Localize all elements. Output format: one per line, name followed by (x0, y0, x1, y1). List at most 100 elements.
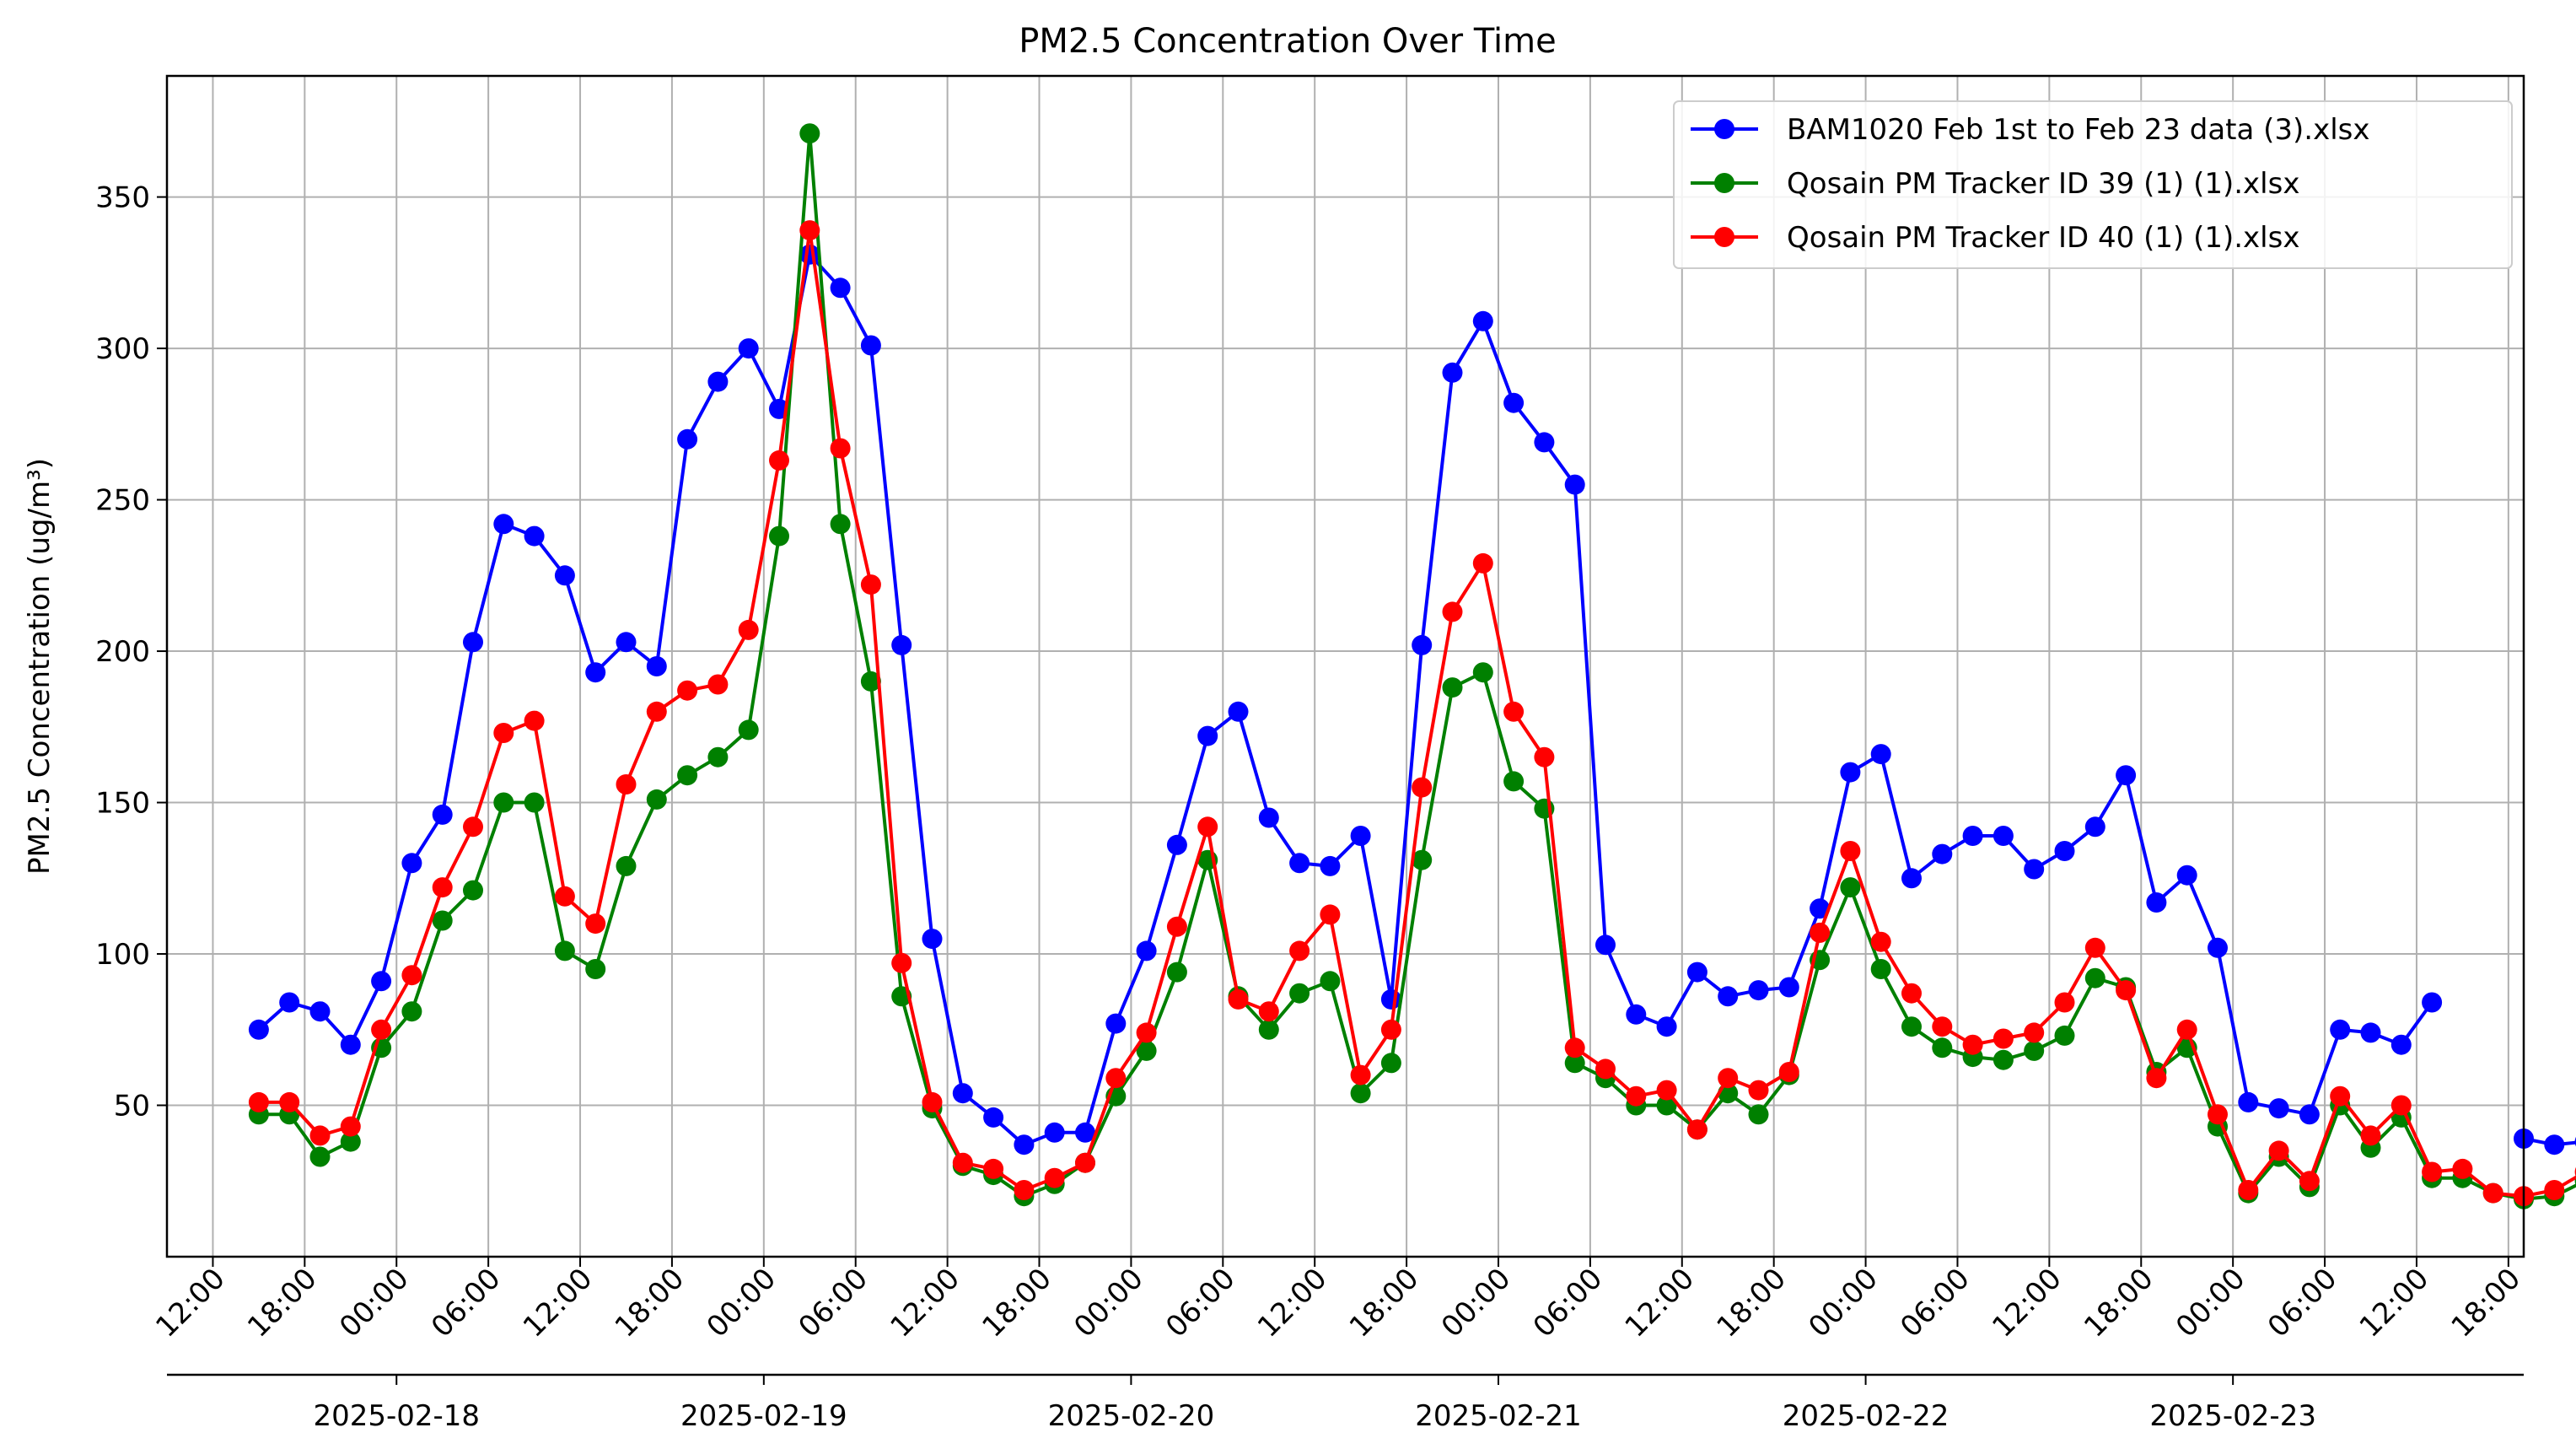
data-point (1380, 1053, 1401, 1074)
data-point (1075, 1152, 1095, 1173)
data-point (1228, 988, 1249, 1010)
data-point (1656, 1095, 1677, 1116)
data-point (1748, 980, 1769, 1001)
data-point (279, 1091, 300, 1112)
y-axis-label: PM2.5 Concentration (ug/m³) (23, 458, 56, 875)
data-point (524, 710, 545, 731)
data-point (1686, 962, 1707, 983)
data-point (2176, 1019, 2197, 1040)
data-point (1748, 1104, 1769, 1125)
data-point (799, 123, 820, 144)
data-point (1472, 552, 1493, 574)
data-point (2146, 1068, 2167, 1089)
data-point (1197, 725, 1218, 746)
x-tick-label: 18:00 (609, 1262, 691, 1344)
data-point (524, 792, 545, 813)
data-point (2330, 1019, 2351, 1040)
data-point (738, 619, 759, 640)
x-tick-label: 12:00 (2353, 1262, 2436, 1344)
data-point (1442, 677, 1463, 698)
data-point (2146, 892, 2167, 913)
data-point (1442, 601, 1463, 622)
data-point (1166, 916, 1187, 937)
data-point (707, 746, 729, 768)
data-point (2268, 1140, 2289, 1161)
data-point (1472, 310, 1493, 331)
data-point (1258, 1001, 1279, 1022)
x-tick-label: 06:00 (2261, 1262, 2344, 1344)
x-tick-label: 12:00 (884, 1262, 966, 1344)
data-point (1778, 977, 1799, 998)
data-point (646, 656, 667, 676)
data-point (707, 371, 729, 392)
data-point (2422, 1161, 2443, 1182)
data-point (309, 1146, 331, 1167)
data-point (2208, 1104, 2228, 1125)
series-line (257, 252, 2433, 1147)
data-point (401, 1001, 422, 1022)
data-point (860, 335, 881, 356)
data-point (1136, 1022, 1157, 1043)
data-point (340, 1116, 361, 1137)
data-point (554, 565, 575, 586)
data-point (1442, 362, 1463, 383)
chart-title: PM2.5 Concentration Over Time (1019, 22, 1556, 61)
date-tick-label: 2025-02-20 (1048, 1399, 1215, 1433)
data-point (2360, 1022, 2381, 1043)
data-point (2268, 1098, 2289, 1119)
x-tick-label: 18:00 (2078, 1262, 2160, 1344)
data-point (2054, 992, 2075, 1013)
data-point (799, 220, 820, 241)
x-tick-label: 18:00 (976, 1262, 1058, 1344)
data-point (2360, 1125, 2381, 1146)
data-point (1412, 777, 1433, 798)
data-point (860, 574, 881, 595)
data-point (769, 450, 789, 471)
data-point (769, 525, 789, 547)
data-point (463, 880, 483, 901)
data-point (707, 674, 729, 695)
data-point (1870, 959, 1891, 979)
data-point (1320, 904, 1341, 925)
data-point (677, 765, 698, 786)
series-line (258, 132, 2576, 1201)
data-point (1870, 744, 1891, 765)
data-point (1993, 1028, 2014, 1049)
data-point (1503, 701, 1525, 722)
data-point (1412, 849, 1433, 870)
data-point (891, 952, 912, 973)
data-point (2299, 1104, 2320, 1125)
x-tick-label: 18:00 (241, 1262, 324, 1344)
data-point (2084, 967, 2105, 988)
data-point (1350, 1083, 1371, 1104)
data-point (952, 1083, 973, 1104)
data-point (2116, 980, 2137, 1001)
data-point (401, 965, 422, 986)
data-point (2330, 1085, 2351, 1107)
data-point (1901, 1016, 1922, 1037)
data-point (1932, 1037, 1953, 1058)
x-tick-label: 12:00 (517, 1262, 600, 1344)
data-point (1044, 1122, 1065, 1143)
data-point (463, 816, 483, 838)
data-point (1320, 855, 1341, 876)
data-point (1258, 807, 1279, 828)
data-point (1901, 868, 1922, 889)
data-point (432, 804, 453, 825)
data-point (1350, 1064, 1371, 1085)
data-point (1686, 1119, 1707, 1140)
data-point (371, 971, 392, 992)
data-point (2208, 937, 2228, 958)
data-point (646, 789, 667, 810)
x-tick-label: 06:00 (793, 1262, 875, 1344)
data-point (983, 1158, 1004, 1179)
data-point (1105, 1013, 1127, 1034)
data-point (1166, 834, 1187, 855)
x-tick-label: 00:00 (1802, 1262, 1885, 1344)
data-point (952, 1152, 973, 1173)
data-point (463, 632, 483, 653)
data-point (1289, 853, 1310, 874)
date-axis-ticks: 2025-02-18 2025-02-19 2025-02-20 2025-02-21… (313, 1375, 2316, 1433)
x-tick-label: 00:00 (1435, 1262, 1518, 1344)
legend-label: Qosain PM Tracker ID 40 (1) (1).xlsx (1787, 221, 2299, 255)
